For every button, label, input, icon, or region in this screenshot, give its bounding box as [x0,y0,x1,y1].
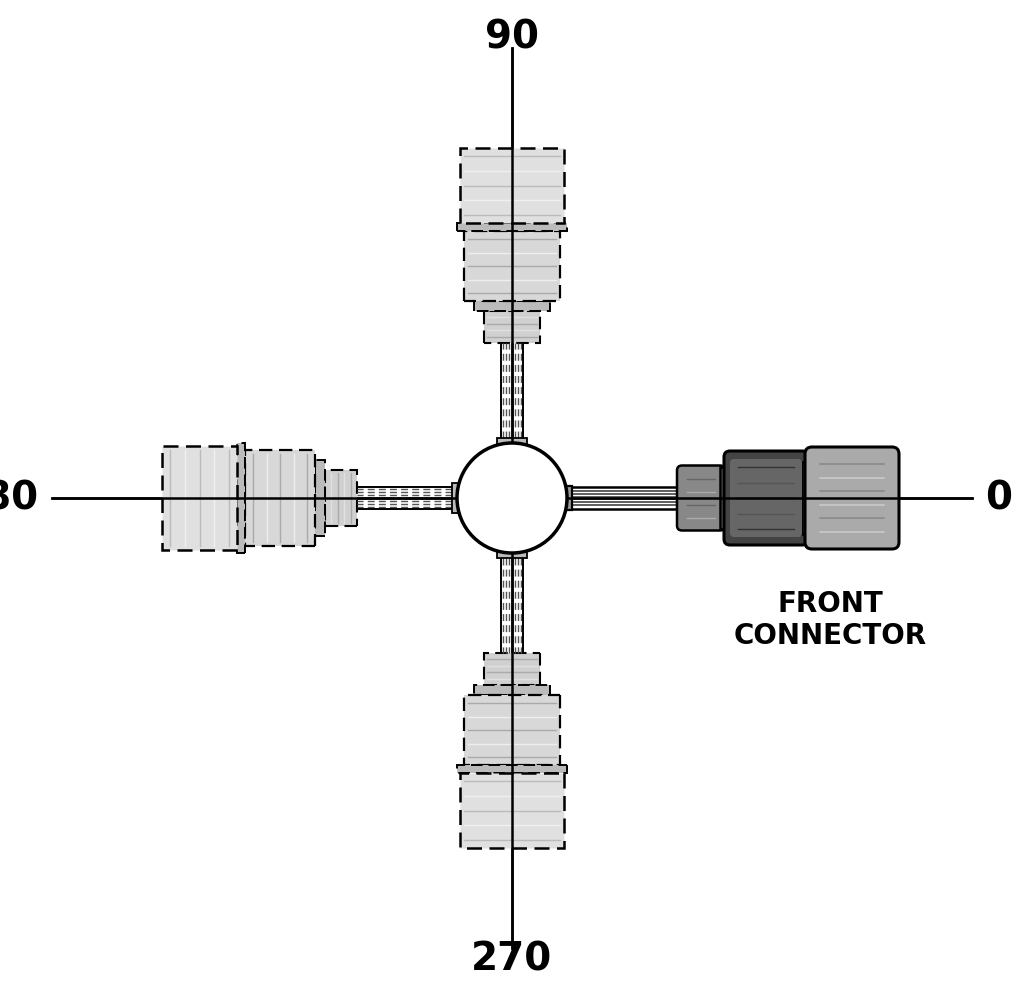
Polygon shape [464,231,560,301]
Text: 0: 0 [985,479,1012,517]
Bar [802,462,812,534]
Polygon shape [484,311,540,343]
Polygon shape [474,685,550,695]
Polygon shape [237,443,245,553]
Circle shape [457,443,567,553]
Bar [560,486,572,510]
Polygon shape [457,223,567,231]
FancyBboxPatch shape [805,447,899,549]
Polygon shape [497,438,527,450]
Polygon shape [464,695,560,765]
Polygon shape [474,301,550,311]
FancyBboxPatch shape [677,465,725,531]
Bar [720,467,730,529]
Text: 90: 90 [485,18,539,56]
Polygon shape [497,546,527,558]
Polygon shape [245,450,315,546]
Polygon shape [162,446,237,550]
Polygon shape [457,765,567,773]
Polygon shape [460,148,564,223]
Polygon shape [325,470,357,526]
Text: FRONT
CONNECTOR: FRONT CONNECTOR [733,590,927,650]
Polygon shape [452,483,464,513]
Polygon shape [460,773,564,848]
Text: 180: 180 [0,479,39,517]
Polygon shape [315,460,325,536]
FancyBboxPatch shape [724,451,808,545]
Text: 270: 270 [471,940,553,978]
Polygon shape [484,653,540,685]
FancyBboxPatch shape [730,459,802,537]
